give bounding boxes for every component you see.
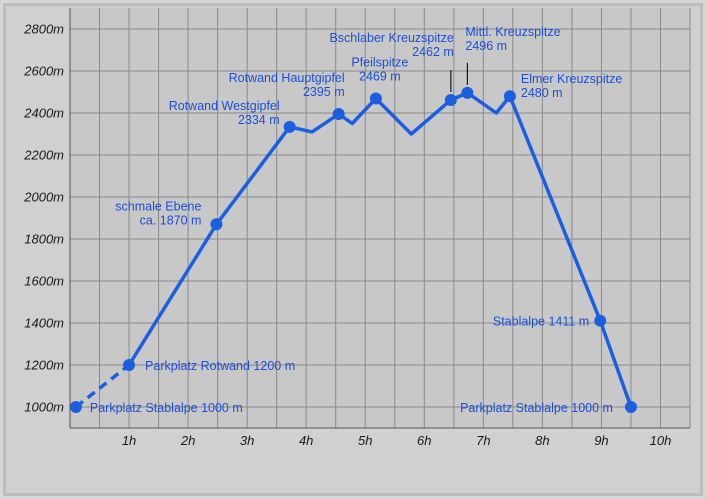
waypoint-label: ca. 1870 m — [140, 213, 202, 227]
waypoint-label: schmale Ebene — [115, 199, 201, 213]
x-tick-label: 10h — [650, 433, 672, 448]
waypoint-label: Stablalpe 1411 m — [493, 315, 589, 329]
waypoint-label: Rotwand Westgipfel — [169, 99, 280, 113]
y-tick-label: 1200m — [24, 358, 64, 373]
waypoint-label: Parkplatz Stablalpe 1000 m — [90, 401, 243, 415]
waypoint-marker — [503, 90, 516, 103]
x-tick-label: 9h — [594, 433, 608, 448]
waypoint-label: 2462 m — [412, 45, 454, 59]
waypoint-label: Pfeilspitze — [351, 56, 408, 70]
x-tick-label: 5h — [358, 433, 372, 448]
waypoint-label: 2469 m — [359, 70, 401, 84]
y-tick-label: 1400m — [24, 316, 64, 331]
waypoint-marker — [69, 401, 82, 413]
x-tick-label: 3h — [240, 433, 254, 448]
waypoint-marker — [461, 86, 474, 99]
waypoint-marker — [123, 359, 136, 371]
y-tick-label: 1800m — [24, 232, 64, 247]
x-tick-label: 1h — [122, 433, 136, 448]
waypoint-markers — [69, 86, 637, 413]
y-tick-label: 1000m — [24, 400, 64, 415]
y-tick-label: 2400m — [23, 106, 64, 121]
x-tick-label: 6h — [417, 433, 431, 448]
waypoint-label: Elmer Kreuzspitze — [521, 72, 622, 86]
waypoint-marker — [444, 93, 457, 106]
waypoint-label: Parkplatz Stablalpe 1000 m — [460, 401, 613, 415]
waypoint-label: 2496 m — [465, 39, 507, 53]
waypoint-marker — [283, 120, 296, 133]
y-axis-ticks: 1000m 1200m 1400m 1600m 1800m 2000m 2200m 2400m… — [23, 22, 64, 415]
waypoint-marker — [332, 108, 345, 121]
waypoint-label: Mittl. Kreuzspitze — [465, 25, 560, 39]
waypoint-label: Rotwand Hauptgipfel — [229, 71, 345, 85]
waypoint-label: 2395 m — [303, 85, 345, 99]
waypoint-label: Parkplatz Rotwand 1200 m — [145, 359, 295, 373]
approach-dashed-line — [74, 363, 131, 409]
gridlines — [70, 8, 691, 428]
waypoint-marker — [210, 218, 223, 231]
y-tick-label: 2200m — [23, 148, 64, 163]
y-tick-label: 2000m — [23, 190, 64, 205]
y-tick-label: 2600m — [23, 64, 64, 79]
x-axis-ticks: 1h 2h 3h 4h 5h 6h 7h 8h 9h 10h — [122, 433, 672, 448]
x-tick-label: 2h — [180, 433, 195, 448]
x-tick-label: 4h — [299, 433, 313, 448]
waypoint-marker — [624, 401, 637, 413]
y-tick-label: 2800m — [23, 22, 64, 37]
y-tick-label: 1600m — [24, 274, 64, 289]
waypoint-label: Bschlaber Kreuzspitze — [329, 31, 453, 45]
waypoint-labels: Parkplatz Stablalpe 1000 m Parkplatz Rotw… — [90, 25, 622, 415]
x-tick-label: 7h — [476, 433, 490, 448]
x-tick-label: 8h — [535, 433, 549, 448]
waypoint-label: 2480 m — [521, 86, 563, 100]
plot-area — [70, 8, 690, 428]
waypoint-marker — [594, 314, 607, 327]
waypoint-label: 2334 m — [238, 113, 280, 127]
waypoint-marker — [369, 92, 382, 105]
